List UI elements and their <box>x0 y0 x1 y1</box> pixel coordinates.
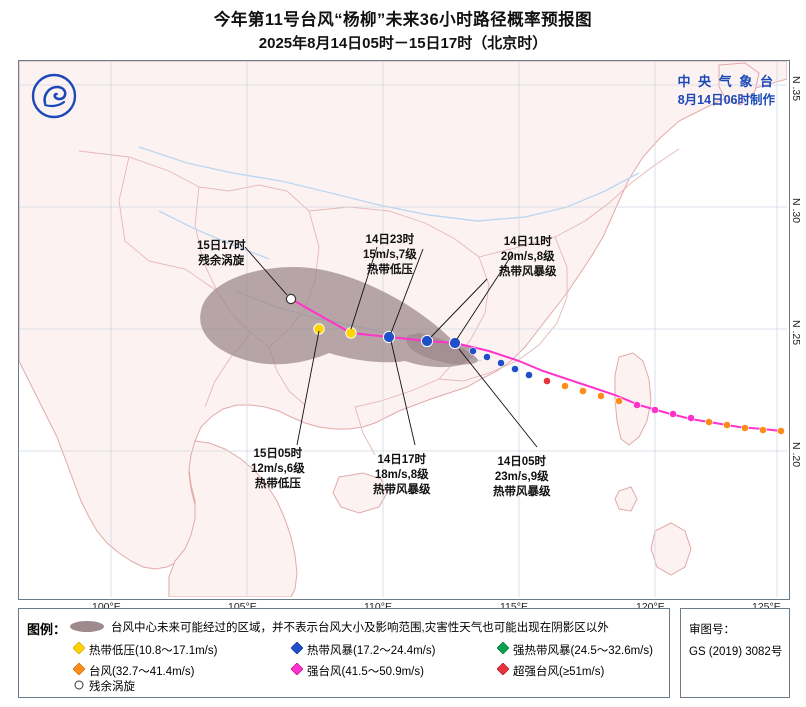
lat-label-25n: N .25 <box>790 320 802 346</box>
landmass-hainan <box>332 472 388 514</box>
title-main: 今年第11号台风“杨柳”未来36小时路径概率预报图 <box>213 11 593 29</box>
legend-label-residual-vortex: 残余涡旋 <box>89 681 135 693</box>
track-past-line <box>454 342 782 432</box>
approval-number: GS (2019) 3082号 <box>689 646 783 658</box>
callout-14d23h-line2: 15m/s,7级 <box>363 249 417 261</box>
legend-label-tropical-depression: 热带低压(10.8～17.1m/s) <box>89 645 218 657</box>
legend-icon-severe-tropical-storm <box>497 642 509 654</box>
callout-14d17h: 14日17时 18m/s,8级 热带风暴级 <box>373 453 431 498</box>
approval-label: 审图号： <box>689 624 735 636</box>
point-14d05h <box>448 336 462 350</box>
lat-label-30n: N .30 <box>790 198 802 224</box>
callout-14d17h-line1: 14日17时 <box>377 454 427 466</box>
legend-shading-label: 台风中心未来可能经过的区域，并不表示台风大小及影响范围,灾害性天气也可能出现在阴… <box>111 622 609 634</box>
landmass-taiwan <box>614 352 652 446</box>
landmass-philippines-north <box>614 486 638 512</box>
track-forecast-points <box>285 293 462 350</box>
legend-icon-tropical-depression <box>73 642 85 654</box>
callout-14d23h-line1: 14日23时 <box>365 234 415 246</box>
agency-name: 中 央 气 象 台 <box>677 74 775 89</box>
callout-14d17h-line2: 18m/s,8级 <box>374 469 429 481</box>
cma-logo-icon <box>31 73 77 119</box>
approval-panel: 审图号： GS (2019) 3082号 <box>680 608 790 698</box>
legend-icon-residual-vortex <box>74 680 84 690</box>
point-15d05h <box>313 323 325 335</box>
callout-14d11h-line3: 热带风暴级 <box>499 266 557 278</box>
callout-15d17h-line2: 残余涡旋 <box>198 255 245 267</box>
legend-icon-super-typhoon <box>497 663 509 675</box>
point-14d23h <box>345 327 357 339</box>
graticule <box>19 61 787 597</box>
landmass-philippines <box>650 522 692 576</box>
track-past-points <box>469 347 785 435</box>
lat-label-20n: N .20 <box>790 442 802 468</box>
point-15d17h <box>285 293 297 305</box>
callout-15d17h-line1: 15日17时 <box>197 240 246 252</box>
callout-14d05h-line1: 14日05时 <box>497 456 547 468</box>
callout-15d05h-line1: 15日05时 <box>253 448 303 460</box>
legend-shading-swatch <box>70 621 104 632</box>
callout-15d17h: 15日17时 残余涡旋 <box>197 239 246 269</box>
landmass-indochina <box>168 440 298 597</box>
callout-14d11h-line2: 20m/s,8级 <box>500 251 555 263</box>
legend-label-severe-typhoon: 强台风(41.5～50.9m/s) <box>307 666 424 678</box>
point-14d11h <box>420 334 434 348</box>
map-frame[interactable]: 中 央 气 象 台 8月14日06时制作 15日17时 残余涡旋 14日23时 … <box>18 60 790 600</box>
callout-15d05h-line2: 12m/s,6级 <box>251 463 305 475</box>
landmass-korea <box>718 62 760 106</box>
callout-leader-lines <box>244 246 538 448</box>
legend-label-severe-tropical-storm: 强热带风暴(24.5～32.6m/s) <box>513 645 653 657</box>
forecast-cone-shading <box>200 267 476 368</box>
callout-14d17h-line3: 热带风暴级 <box>373 484 431 496</box>
callout-15d05h: 15日05时 12m/s,6级 热带低压 <box>251 447 305 492</box>
legend-label-super-typhoon: 超强台风(≥51m/s) <box>513 666 605 678</box>
callout-14d11h-line1: 14日11时 <box>503 236 552 248</box>
legend-label-typhoon: 台风(32.7～41.4m/s) <box>89 666 195 678</box>
callout-14d23h-line3: 热带低压 <box>366 264 413 276</box>
callout-15d05h-line3: 热带低压 <box>254 478 301 490</box>
callout-14d23h: 14日23时 15m/s,7级 热带低压 <box>363 233 417 278</box>
legend-icon-tropical-storm <box>291 642 303 654</box>
page-title: 今年第11号台风“杨柳”未来36小时路径概率预报图 2025年8月14日05时－… <box>0 8 806 55</box>
map-canvas <box>19 61 787 597</box>
callout-14d11h: 14日11时 20m/s,8级 热带风暴级 <box>499 235 557 280</box>
legend-title: 图例： <box>27 622 67 637</box>
legend-icon-typhoon <box>73 663 85 675</box>
callout-14d05h: 14日05时 23m/s,9级 热带风暴级 <box>493 455 551 500</box>
point-14d17h <box>382 330 396 344</box>
legend-label-tropical-storm: 热带风暴(17.2～24.4m/s) <box>307 645 436 657</box>
legend-icon-severe-typhoon <box>291 663 303 675</box>
agency-issued: 8月14日06时制作 <box>677 93 775 107</box>
callout-14d05h-line2: 23m/s,9级 <box>494 471 549 483</box>
lat-label-35n: N .35 <box>790 76 802 102</box>
agency-stamp: 中 央 气 象 台 8月14日06时制作 <box>678 73 775 109</box>
legend-panel: 图例： 台风中心未来可能经过的区域，并不表示台风大小及影响范围,灾害性天气也可能… <box>18 608 670 698</box>
callout-14d05h-line3: 热带风暴级 <box>493 486 551 498</box>
title-subtitle: 2025年8月14日05时－15日17时（北京时） <box>258 35 548 52</box>
